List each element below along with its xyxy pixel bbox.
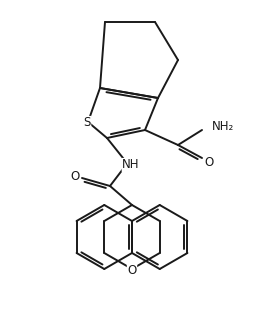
Text: O: O xyxy=(127,264,137,276)
Text: O: O xyxy=(70,171,80,184)
Text: S: S xyxy=(83,117,91,130)
Text: NH₂: NH₂ xyxy=(212,120,234,133)
Text: O: O xyxy=(204,155,214,168)
Text: NH: NH xyxy=(122,159,140,172)
